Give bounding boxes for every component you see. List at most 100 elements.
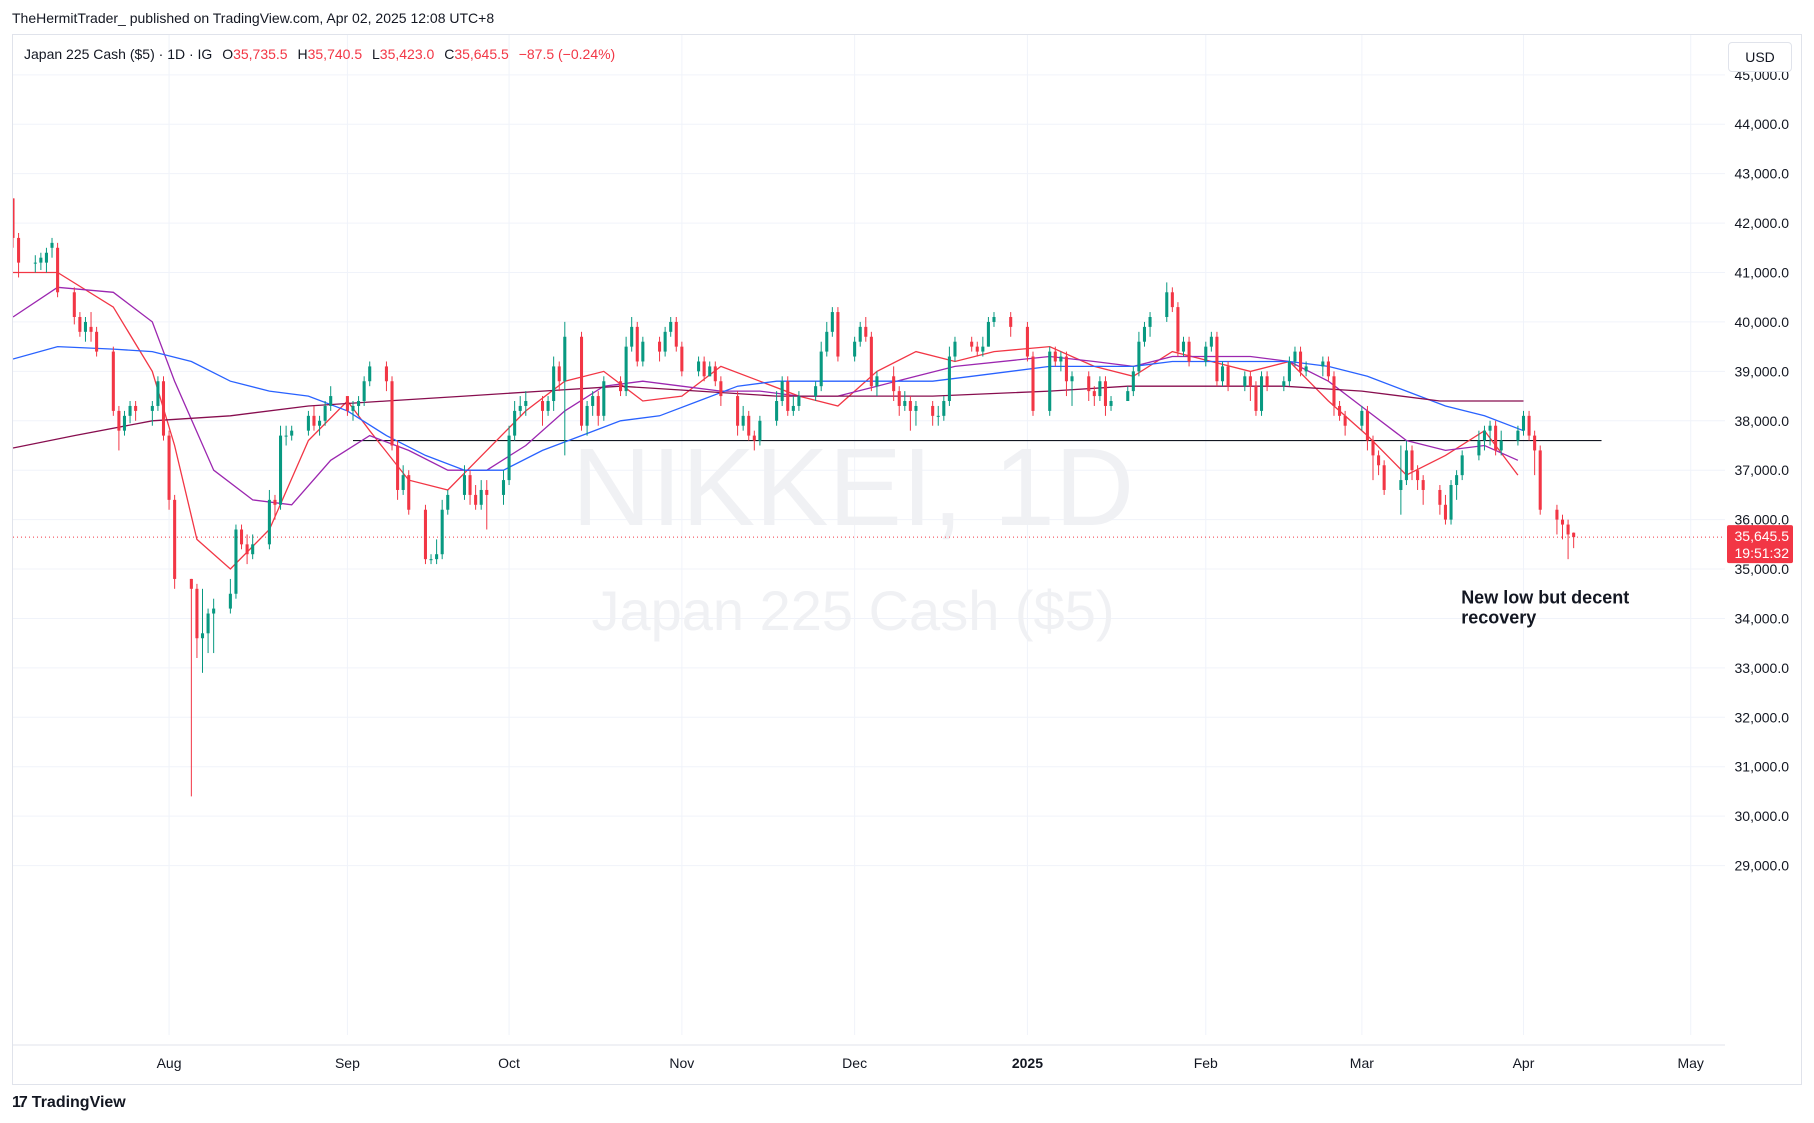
- candle-body: [970, 341, 974, 347]
- candle-body: [624, 346, 628, 392]
- close-label: C: [444, 46, 455, 62]
- low-label: L: [372, 46, 380, 62]
- candle-body: [953, 341, 957, 357]
- candle-body: [552, 366, 556, 402]
- y-tick-label: 32,000.0: [1735, 709, 1790, 725]
- candle-body: [780, 381, 784, 402]
- candle-body: [156, 381, 160, 406]
- candle-body: [117, 410, 121, 431]
- candle-body: [658, 341, 662, 352]
- open-value: 35,735.5: [233, 46, 288, 62]
- candle-body: [345, 396, 349, 411]
- candle-body: [1009, 316, 1013, 327]
- candle-body: [13, 198, 15, 238]
- y-tick-label: 41,000.0: [1735, 265, 1790, 281]
- x-tick-label: Sep: [335, 1055, 360, 1071]
- candle-body: [446, 494, 450, 510]
- candle-body: [507, 435, 511, 481]
- candle-body: [206, 613, 210, 634]
- candle-body: [1527, 415, 1531, 436]
- candle-body: [947, 356, 951, 402]
- annotation-text: recovery: [1461, 608, 1536, 628]
- candle-body: [836, 312, 840, 357]
- candle-body: [474, 494, 478, 505]
- candle-body: [903, 401, 907, 406]
- y-tick-label: 37,000.0: [1735, 462, 1790, 478]
- candle-body: [290, 430, 294, 436]
- candle-body: [992, 316, 996, 322]
- symbol-description[interactable]: Japan 225 Cash ($5) · 1D · IG: [24, 46, 213, 62]
- currency-button[interactable]: USD: [1728, 42, 1792, 72]
- candle-body: [1555, 509, 1559, 520]
- y-tick-label: 31,000.0: [1735, 759, 1790, 775]
- candle-body: [986, 321, 990, 347]
- candle-body: [44, 252, 48, 263]
- candle-body: [791, 405, 795, 411]
- candle-body: [1142, 326, 1147, 342]
- candle-body: [1053, 351, 1057, 362]
- candle-body: [362, 381, 366, 402]
- candle-body: [819, 351, 823, 387]
- candle-body: [212, 608, 216, 614]
- high-label: H: [297, 46, 308, 62]
- candle-body: [1131, 371, 1135, 392]
- candle-body: [323, 405, 327, 421]
- candle-body: [134, 405, 138, 411]
- candle-body: [234, 529, 238, 594]
- candle-body: [1259, 376, 1264, 411]
- candle-body: [752, 435, 756, 441]
- candle-body: [273, 499, 277, 505]
- candle-body: [708, 366, 712, 377]
- candle-body: [864, 326, 868, 337]
- last-price-tag: [1727, 525, 1793, 564]
- candle-body: [1187, 341, 1191, 362]
- candle-body: [563, 336, 567, 382]
- candle-body: [1148, 316, 1152, 327]
- candle-body: [1092, 391, 1096, 397]
- candle-body: [279, 435, 283, 505]
- candle-body: [557, 366, 561, 382]
- candle-body: [318, 420, 322, 426]
- candle-body: [1031, 356, 1035, 411]
- candle-body: [1126, 391, 1130, 402]
- y-tick-label: 29,000.0: [1735, 858, 1790, 874]
- tradingview-footer[interactable]: 17 TradingView: [12, 1094, 126, 1112]
- candle-body: [1209, 336, 1213, 347]
- candle-body: [830, 312, 834, 332]
- candle-body: [72, 292, 76, 317]
- candle-body: [173, 499, 177, 579]
- y-tick-label: 34,000.0: [1735, 610, 1790, 626]
- candle-body: [1360, 410, 1364, 426]
- candle-body: [407, 475, 411, 510]
- high-value: 35,740.5: [307, 46, 363, 62]
- tradingview-logo-icon: 17: [12, 1094, 28, 1111]
- candle-body: [825, 331, 829, 352]
- candle-body: [914, 405, 918, 411]
- candle-body: [479, 489, 483, 505]
- candle-body: [1494, 425, 1498, 451]
- candle-body: [775, 401, 779, 421]
- candle-body: [228, 593, 232, 609]
- candle-body: [50, 242, 54, 248]
- candle-body: [1176, 307, 1180, 352]
- watermark-title: NIKKEI, 1D: [572, 426, 1134, 549]
- x-tick-label: Apr: [1513, 1055, 1535, 1071]
- candle-body: [396, 445, 400, 490]
- candle-body: [892, 376, 896, 392]
- chart-canvas[interactable]: NIKKEI, 1D Japan 225 Cash ($5) 29,000.0 30,…: [13, 35, 1801, 1084]
- candle-body: [1103, 381, 1107, 406]
- candle-body: [641, 341, 645, 362]
- candle-body: [1243, 376, 1247, 387]
- candle-body: [1299, 351, 1303, 372]
- candle-body: [713, 366, 717, 382]
- candle-body: [897, 391, 901, 406]
- candle-body: [1304, 366, 1308, 372]
- candle-body: [122, 415, 127, 431]
- candle-body: [390, 381, 394, 446]
- candle-body: [513, 410, 517, 436]
- candle-body: [200, 633, 205, 639]
- last-price-value: 35,645.5: [1735, 528, 1790, 544]
- y-tick-label: 35,000.0: [1735, 561, 1790, 577]
- candle-body: [1560, 519, 1565, 525]
- candle-body: [1443, 504, 1447, 520]
